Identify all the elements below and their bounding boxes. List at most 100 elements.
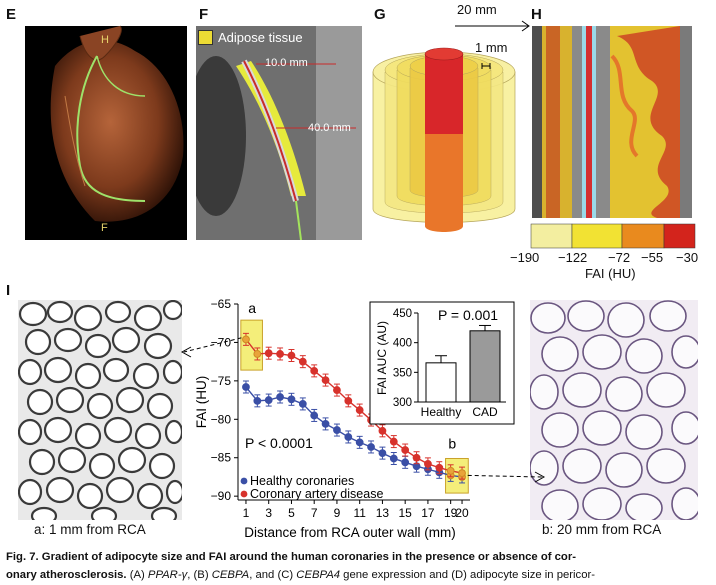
x-tick-label: 19 [444, 506, 458, 520]
arrow-to-20mm-head [534, 471, 546, 483]
dist-label-10mm: 10.0 mm [265, 57, 308, 69]
data-point [298, 357, 307, 366]
inset-y-tick-label: 400 [393, 338, 412, 350]
micrograph-1mm-render [18, 300, 182, 520]
data-point [412, 453, 421, 462]
x-tick-label: 13 [376, 506, 390, 520]
panel-g-cylinder-diagram [372, 20, 530, 232]
data-point [321, 420, 330, 428]
data-point [298, 400, 307, 408]
colorbar-segment-4 [663, 223, 696, 249]
heart-render [50, 25, 184, 222]
data-point [458, 469, 466, 477]
panel-letter-i: I [6, 282, 11, 299]
caption-fig-label: Fig. 7. [6, 551, 39, 563]
legend-label-0: Healthy coronaries [250, 474, 354, 488]
inset-y-tick-label: 350 [393, 367, 412, 379]
inset-p-value: P = 0.001 [438, 307, 498, 323]
micrograph-20mm-label: b: 20 mm from RCA [542, 522, 662, 537]
caption-title-2: onary atherosclerosis. [6, 569, 127, 581]
caption-d: (D) [451, 569, 467, 581]
colorbar-tick-3: −72 [608, 250, 631, 265]
data-point [424, 459, 432, 468]
highlight-label-a: a [248, 300, 256, 316]
data-point [389, 437, 398, 446]
data-point [276, 350, 284, 358]
panel-letter-e: E [6, 6, 17, 23]
micrograph-20mm [530, 300, 698, 520]
caption-sep-2: , and [249, 569, 278, 581]
data-point [264, 349, 273, 358]
caption-gene-c: CEBPA4 [296, 569, 341, 581]
panel-letter-f: F [199, 6, 209, 23]
caption-gene-a: PPAR-γ [147, 569, 188, 581]
caption-gene-b: CEBPA [211, 569, 250, 581]
data-point [253, 350, 262, 358]
panel-e-heart-image: H F [25, 25, 187, 240]
highlight-label-b: b [448, 436, 456, 452]
fai-map-render [532, 26, 692, 218]
colorbar-tick-2: −122 [558, 250, 588, 265]
legend-label-1: Coronary artery disease [250, 487, 383, 501]
x-tick-label: 15 [398, 506, 412, 520]
data-point [253, 396, 262, 405]
data-point [446, 466, 455, 475]
x-tick-label: 20 [455, 506, 469, 520]
data-point [276, 393, 284, 401]
inset-category-label: CAD [472, 405, 498, 419]
inset-bar-healthy [425, 362, 457, 403]
data-point [310, 411, 319, 420]
arrow-to-20mm-line [467, 474, 543, 478]
colorbar-tick-1: −190 [510, 250, 540, 265]
scale-label-20mm: 20 mm [457, 2, 497, 17]
caption-line-1: Fig. 7. Gradient of adipocyte size and F… [6, 548, 712, 566]
data-point [344, 433, 353, 441]
data-point [401, 446, 410, 454]
marker-f: F [101, 222, 108, 234]
y-tick-label: −70 [211, 335, 232, 349]
micrograph-20mm-render [530, 300, 698, 520]
caption-sep-1: , [187, 569, 194, 581]
data-point [435, 463, 444, 472]
data-point [242, 335, 250, 344]
colorbar-tick-4: −55 [641, 250, 664, 265]
data-point [321, 376, 330, 384]
micrograph-1mm-label: a: 1 mm from RCA [34, 522, 146, 537]
x-tick-label: 1 [243, 506, 250, 520]
data-point [287, 351, 296, 360]
micrograph-1mm [18, 300, 182, 520]
data-point [287, 395, 296, 404]
x-tick-label: 17 [421, 506, 435, 520]
scale-label-1mm: 1 mm [475, 40, 508, 55]
inset-y-tick-label: 300 [393, 397, 412, 409]
y-tick-label: −90 [211, 489, 232, 503]
caption-tail: gene expression and [340, 569, 452, 581]
ct-render [196, 26, 362, 240]
x-tick-label: 3 [265, 506, 272, 520]
arrow-to-1mm-head [180, 346, 192, 358]
inset-y-axis-label: FAI AUC (AU) [375, 321, 389, 395]
data-point [378, 426, 387, 435]
legend-label-adipose: Adipose tissue [218, 30, 303, 45]
panel-h-fai-map [532, 26, 692, 218]
colorbar-tick-5: −30 [676, 250, 699, 265]
colorbar-segment-3 [621, 223, 665, 249]
data-point [333, 426, 341, 434]
inset-y-tick-label: 450 [393, 308, 412, 320]
colorbar-segment-1 [530, 223, 573, 249]
data-point [264, 396, 273, 404]
y-axis-label: FAI (HU) [194, 376, 209, 429]
inset-category-label: Healthy [421, 405, 462, 419]
figure-caption: Fig. 7. Gradient of adipocyte size and F… [6, 548, 712, 584]
data-point [401, 458, 410, 467]
x-tick-label: 5 [288, 506, 295, 520]
x-axis-label: Distance from RCA outer wall (mm) [244, 525, 456, 540]
y-tick-label: −80 [211, 412, 232, 426]
p-value-main: P < 0.0001 [245, 435, 313, 451]
data-point [355, 406, 364, 414]
colorbar-label: FAI (HU) [585, 266, 636, 281]
caption-title: Gradient of adipocyte size and FAI aroun… [41, 551, 576, 563]
caption-line-2: onary atherosclerosis. (A) PPAR-γ, (B) C… [6, 566, 712, 584]
legend-marker-1 [240, 490, 248, 498]
